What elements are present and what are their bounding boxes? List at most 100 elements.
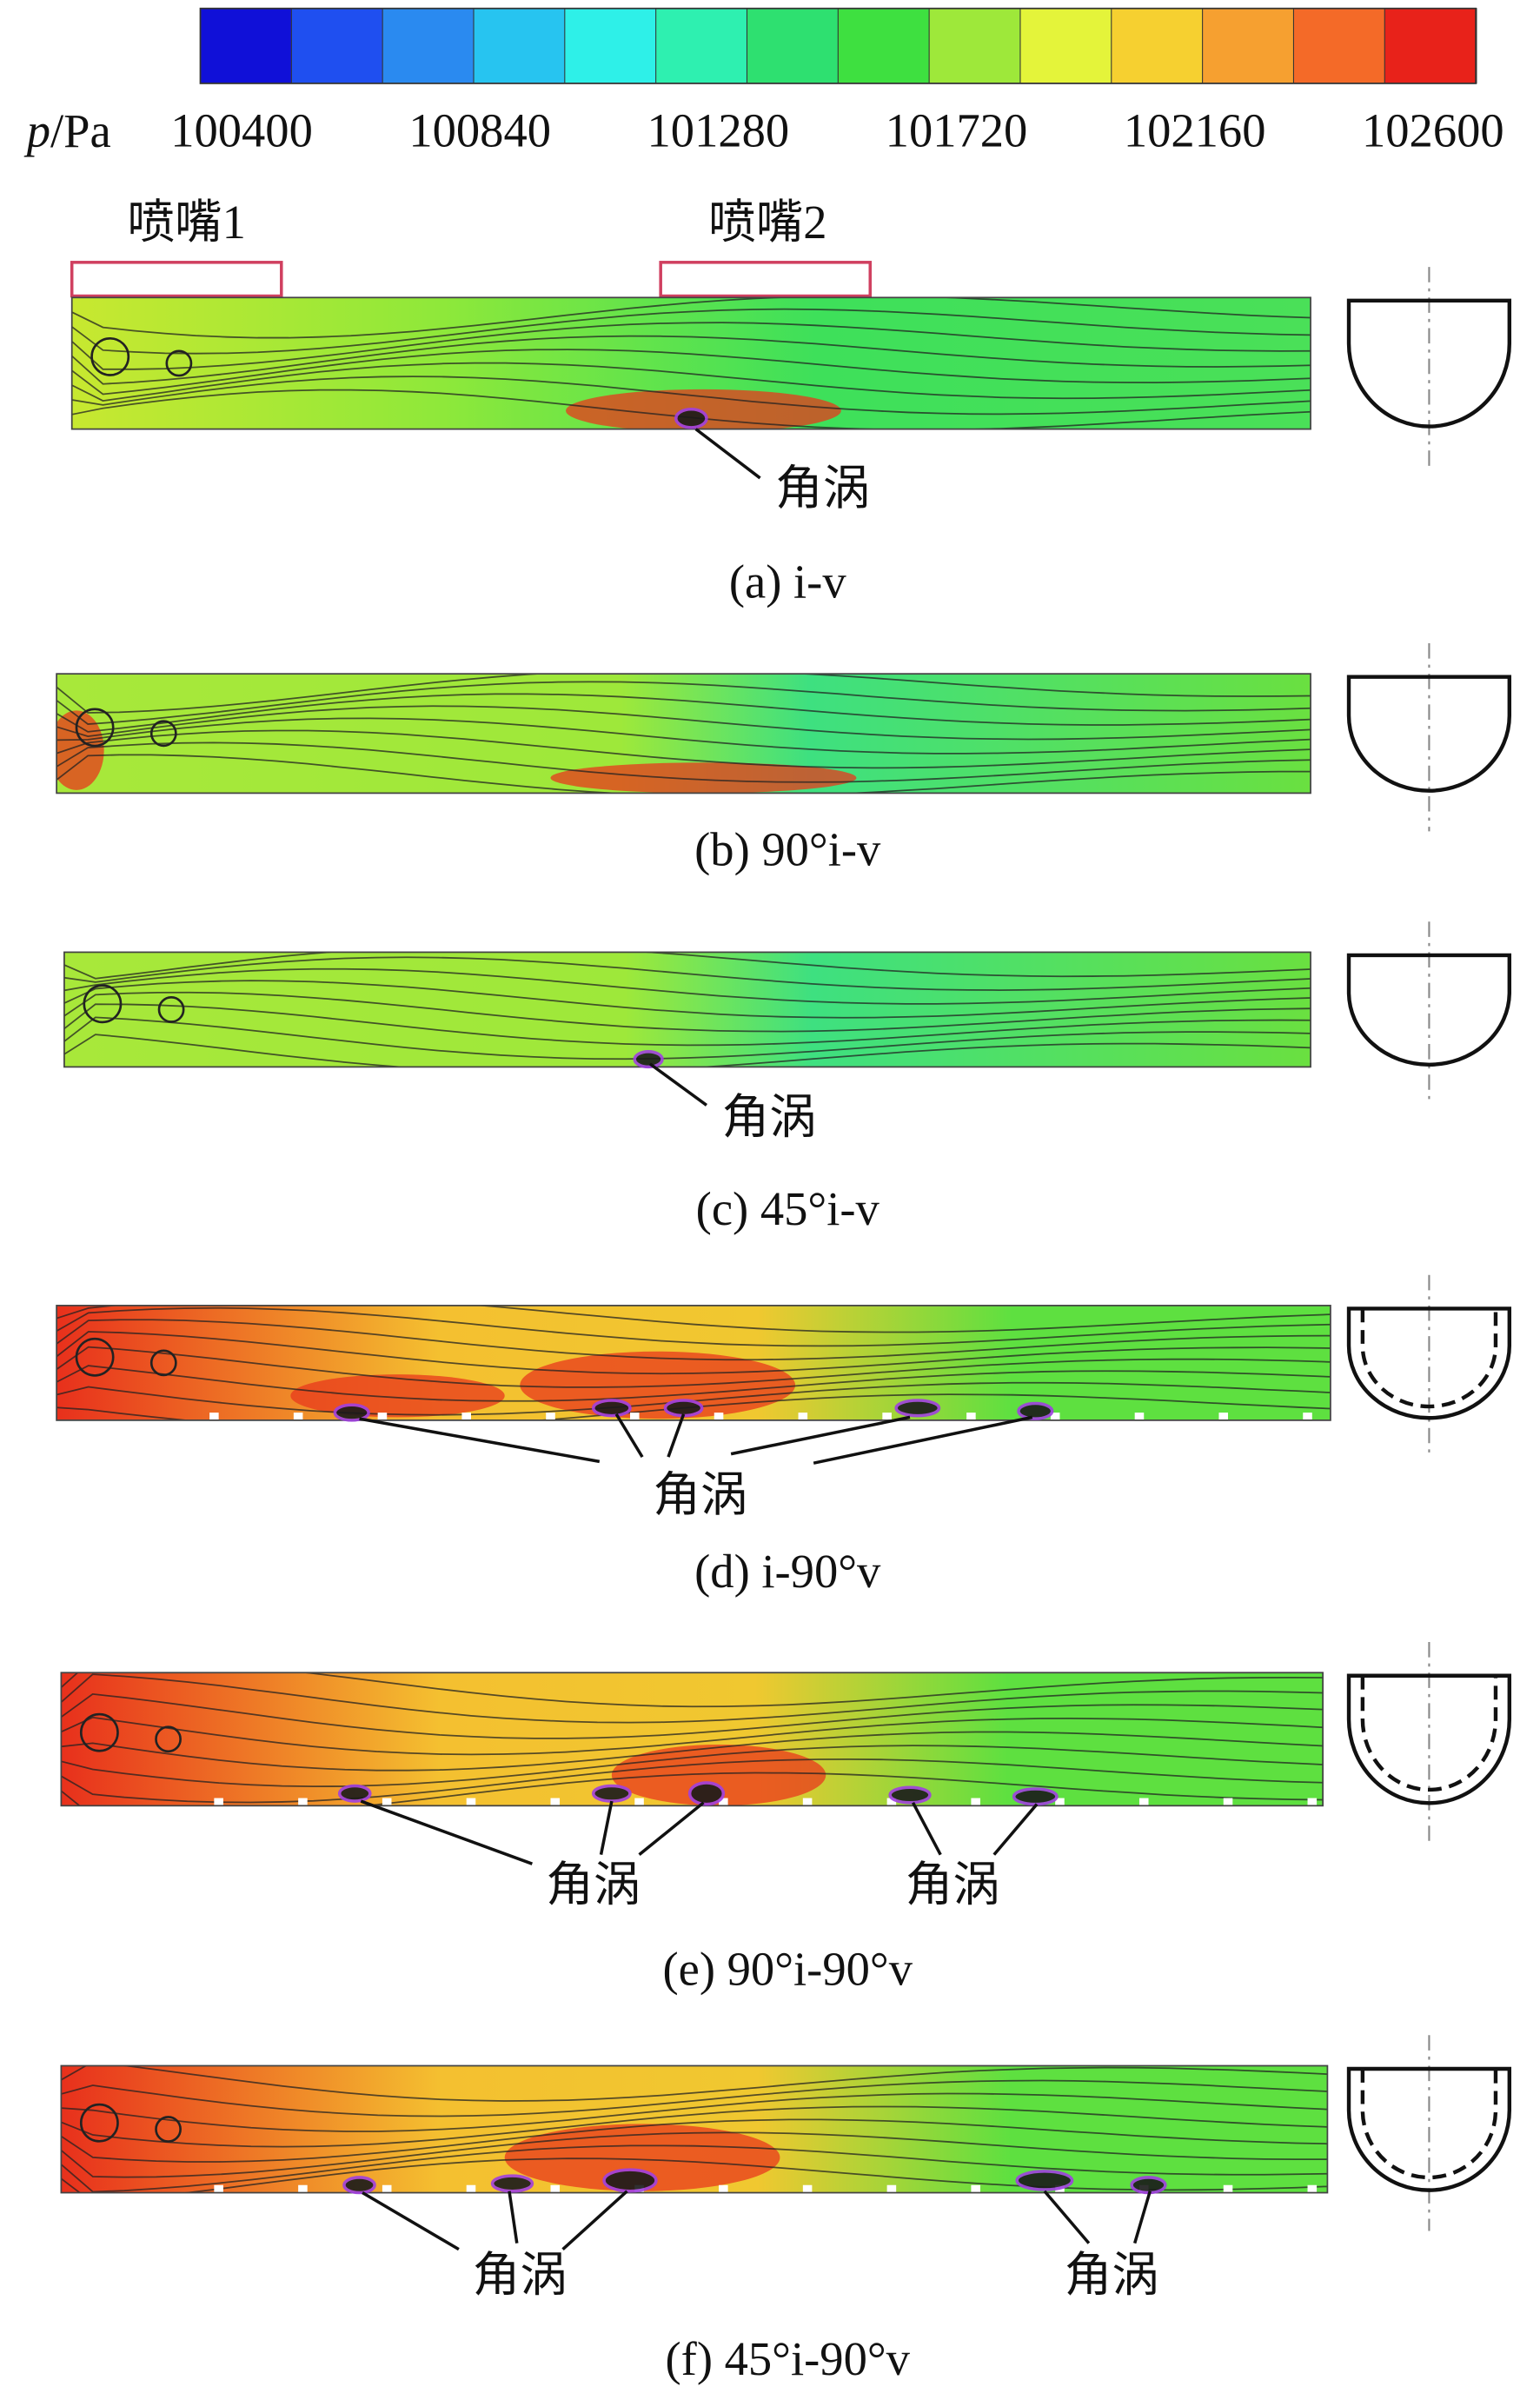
contour (56, 674, 1311, 794)
recirculation (79, 1712, 119, 1752)
streamline (63, 991, 1311, 1033)
nozzle-label: 喷嘴1 (127, 196, 245, 249)
corner-vortex (1015, 2170, 1074, 2191)
streamline (61, 2144, 1328, 2193)
slot (1307, 1798, 1318, 1806)
slot (971, 2184, 980, 2193)
contour (71, 297, 1311, 429)
recirculation (83, 984, 123, 1024)
colorbar-swatch (473, 8, 567, 84)
leader-line (1043, 2190, 1091, 2244)
panels: 角涡 (a) i-v (b) 90°i-v 角涡 (c) 45°i-v 角涡 (d) i-9… (56, 267, 1512, 2385)
channel-frame (63, 951, 1311, 1068)
panel-caption: (a) i-v (729, 555, 846, 608)
streamline (61, 1692, 1324, 1739)
slot (886, 2184, 897, 2193)
streamline (56, 1305, 1331, 1333)
slot (629, 1413, 640, 1420)
slot (298, 1798, 308, 1806)
leader-line (694, 428, 761, 480)
slot (209, 1413, 219, 1420)
slot (1138, 1798, 1149, 1806)
corner-vortex (591, 1399, 632, 1418)
slot (798, 1413, 808, 1420)
leader-line (638, 1801, 705, 1857)
leader-line (992, 1803, 1039, 1856)
leader-line (362, 2191, 460, 2251)
recirculation (165, 349, 193, 377)
streamline (63, 1003, 1311, 1047)
slot (461, 1413, 471, 1420)
channel-frame (56, 673, 1311, 794)
slot (293, 1413, 303, 1420)
streamline (61, 1745, 1324, 1788)
colorbar-swatch (199, 8, 293, 84)
recirculation (90, 336, 130, 376)
panel: 角涡 角涡 (f) 45°i-90°v (60, 2035, 1512, 2385)
slot (719, 1798, 728, 1806)
corner-vortex (602, 2168, 658, 2193)
streamline (56, 729, 1311, 769)
panel: (b) 90°i-v (56, 642, 1512, 875)
slot (1055, 1798, 1065, 1806)
slot (1303, 1413, 1312, 1420)
panel: 角涡 (d) i-90°v (56, 1274, 1512, 1598)
section-inner (1360, 2068, 1498, 2180)
streamline (56, 754, 1311, 794)
corner-vortex (1130, 2176, 1167, 2195)
slot (966, 1413, 976, 1420)
streamline (61, 2079, 1328, 2117)
streamline (71, 376, 1311, 416)
slot (802, 2184, 813, 2193)
streamline (71, 335, 1311, 385)
corner-vortex (894, 1399, 941, 1418)
streamline (61, 2105, 1328, 2148)
colorbar-tick: 101280 (647, 103, 790, 156)
streamline (71, 308, 1311, 355)
slot (1223, 2184, 1233, 2193)
streamline (63, 1034, 1311, 1067)
section-inner (1360, 1308, 1498, 1409)
panel-caption: (b) 90°i-v (694, 822, 881, 875)
slot (550, 1798, 561, 1806)
recirculation (79, 2103, 119, 2143)
section-outline (1346, 675, 1512, 793)
colorbar-unit: /Pa (50, 103, 111, 156)
streamline (61, 1772, 1324, 1806)
colorbar-swatch (1384, 8, 1477, 84)
streamline (61, 1672, 1324, 1708)
high-pressure (520, 1351, 796, 1419)
panel: 角涡 角涡 (e) 90°i-90°v (60, 1642, 1512, 1995)
streamline (61, 2131, 1328, 2178)
leader-line (911, 1801, 942, 1856)
streamline (56, 705, 1311, 741)
corner-vortex (490, 2174, 534, 2193)
section-outline (1346, 1673, 1512, 1805)
corner-vortex (1012, 1787, 1059, 1806)
slot (546, 1413, 555, 1420)
slot (377, 1413, 388, 1420)
panel: 角涡 (c) 45°i-v (63, 921, 1512, 1235)
slot (382, 2184, 392, 2193)
channel-frame (60, 1672, 1324, 1807)
corner-vortex (663, 1399, 704, 1418)
streamline (61, 2157, 1328, 2193)
vortex-label: 角涡 (906, 1858, 1000, 1911)
streamline (61, 1758, 1324, 1804)
streamline (61, 1673, 1324, 1724)
high-pressure (504, 2124, 780, 2191)
slot (1134, 1413, 1145, 1420)
channel-frame (60, 2064, 1329, 2194)
vortex-label: 角涡 (473, 2248, 568, 2301)
streamline (56, 693, 1311, 733)
recirculation (155, 1725, 182, 1753)
leader-line (561, 2190, 628, 2250)
colorbar-swatch (1292, 8, 1386, 84)
streamline (56, 717, 1311, 755)
panel-caption: (e) 90°i-90°v (662, 1942, 913, 1995)
slot (1218, 1413, 1229, 1420)
slot (886, 1798, 897, 1806)
vortex-label: 角涡 (722, 1090, 817, 1143)
streamline (63, 980, 1311, 1019)
